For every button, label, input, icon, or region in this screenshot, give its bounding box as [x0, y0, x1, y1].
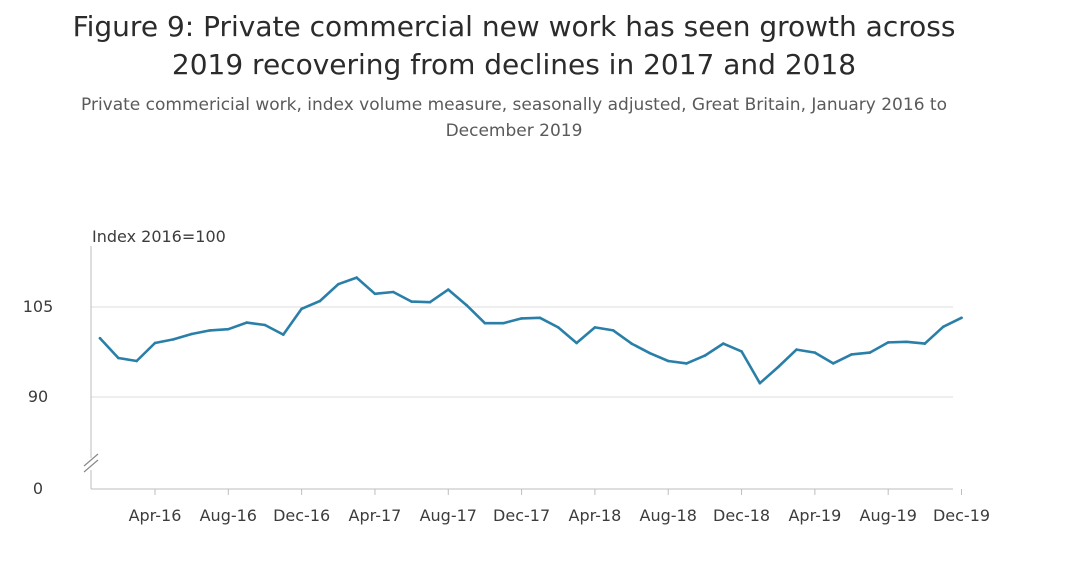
data-point	[263, 323, 267, 327]
data-point	[446, 288, 450, 291]
data-point	[300, 307, 303, 311]
data-point	[227, 327, 230, 331]
data-point	[831, 362, 835, 365]
y-axis-label: Index 2016=100	[92, 227, 226, 246]
data-point	[758, 381, 762, 385]
data-point	[538, 316, 542, 320]
data-point	[648, 351, 652, 355]
data-point	[282, 333, 285, 336]
data-point	[886, 341, 890, 344]
x-tick-label: Apr-19	[788, 506, 841, 525]
x-tick-label: Dec-19	[933, 506, 990, 525]
y-tick-label: 90	[28, 387, 48, 406]
x-tick-label: Apr-17	[349, 506, 402, 525]
chart-title: Figure 9: Private commercial new work ha…	[72, 10, 956, 81]
data-point	[245, 321, 248, 324]
series-line	[98, 276, 963, 385]
axis-break-mark	[83, 459, 99, 473]
data-point	[98, 336, 102, 340]
data-point	[575, 341, 578, 345]
data-point	[501, 321, 505, 325]
x-tick-label: Dec-18	[713, 506, 770, 525]
axis-break-mark	[83, 453, 99, 467]
data-point	[630, 342, 633, 345]
x-tick-label: Apr-18	[569, 506, 622, 525]
data-point	[391, 290, 395, 294]
x-tick-label: Dec-17	[493, 506, 550, 525]
data-point	[556, 326, 560, 329]
data-point	[868, 351, 872, 354]
x-tick-label: Dec-16	[273, 506, 330, 525]
data-point	[318, 299, 322, 303]
data-point	[813, 351, 817, 354]
data-point	[941, 325, 945, 329]
x-tick-label: Aug-18	[640, 506, 697, 525]
data-point	[465, 303, 468, 307]
y-tick-label: 105	[23, 297, 54, 316]
data-point	[117, 356, 120, 360]
data-point	[923, 342, 927, 345]
data-point	[428, 300, 432, 304]
data-point	[850, 353, 853, 356]
data-point	[135, 359, 138, 363]
data-point	[960, 316, 963, 320]
data-point	[611, 329, 615, 332]
data-point	[153, 341, 157, 345]
data-point	[336, 282, 340, 286]
data-point	[190, 332, 193, 336]
x-tick-label: Apr-16	[129, 506, 182, 525]
data-point	[740, 350, 743, 353]
data-point	[795, 348, 798, 351]
data-point	[355, 276, 358, 279]
y-tick-label: 0	[33, 479, 43, 498]
data-point	[685, 362, 688, 365]
x-tick-label: Aug-16	[200, 506, 257, 525]
data-point	[172, 338, 175, 341]
x-tick-label: Aug-17	[420, 506, 477, 525]
data-point	[776, 365, 780, 369]
data-point	[483, 321, 487, 325]
data-point	[703, 354, 707, 357]
data-point	[410, 300, 413, 303]
data-point	[208, 329, 212, 332]
data-point	[593, 326, 597, 329]
data-point	[905, 340, 908, 344]
x-tick-label: Aug-19	[860, 506, 917, 525]
data-point	[373, 292, 377, 296]
data-point	[520, 317, 523, 320]
data-point	[721, 342, 725, 345]
chart-subtitle: Private commericial work, index volume m…	[81, 95, 947, 141]
data-point	[666, 359, 670, 363]
